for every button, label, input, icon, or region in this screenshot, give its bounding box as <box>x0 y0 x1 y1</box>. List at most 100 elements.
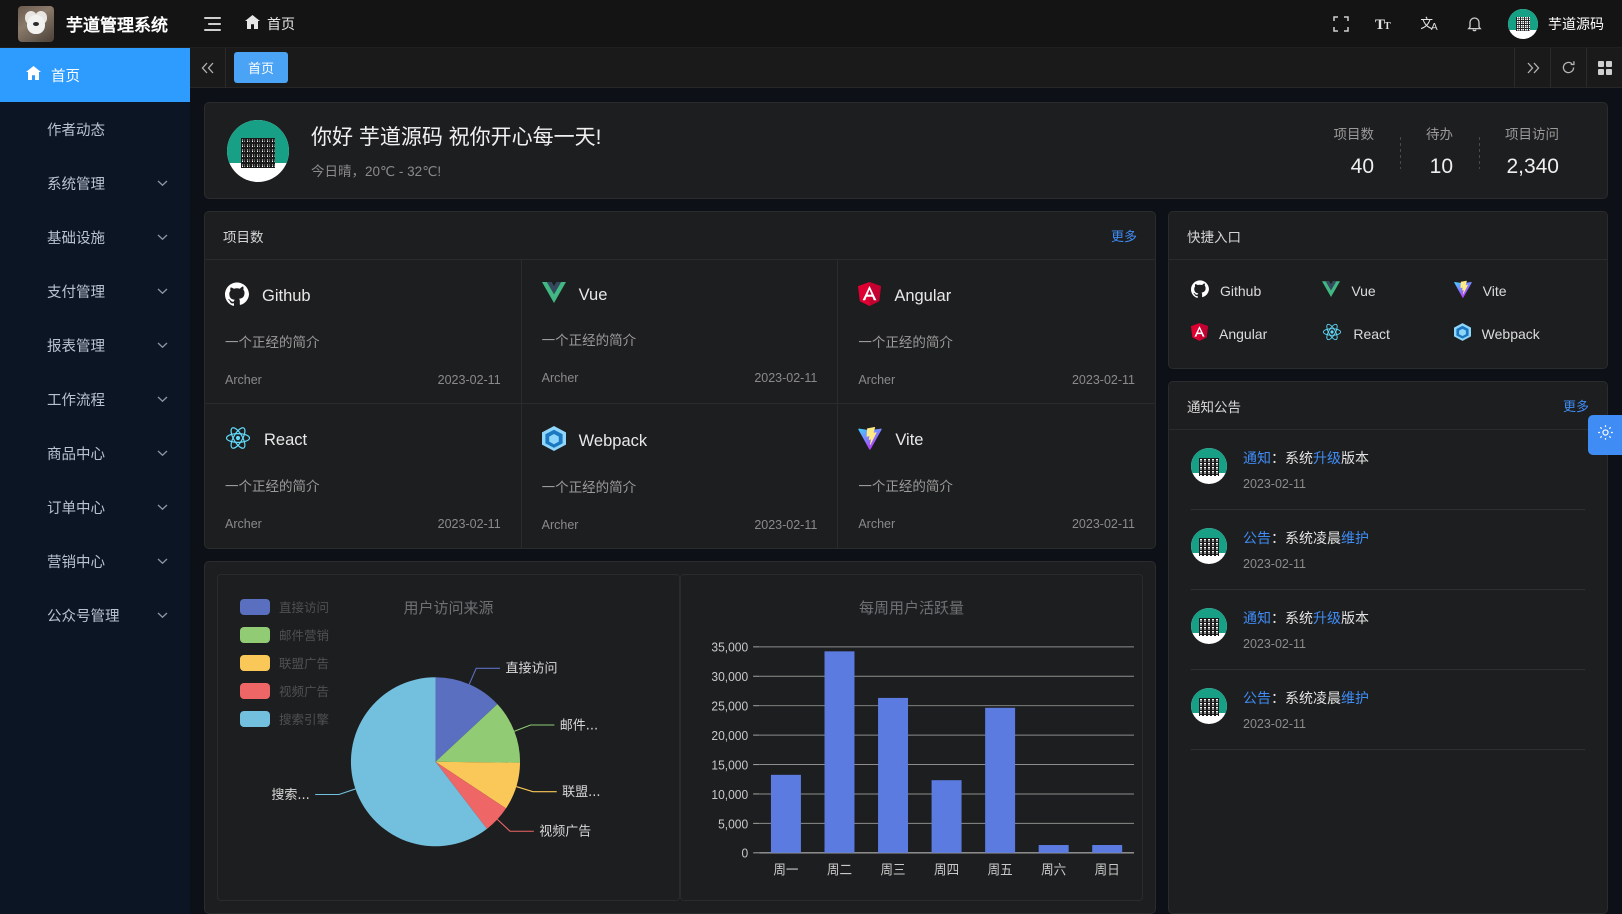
pie-slice[interactable] <box>435 761 521 809</box>
legend-swatch <box>240 598 270 615</box>
sidebar-item-label: 首页 <box>51 68 80 85</box>
quick-entry-vite[interactable]: Vite <box>1453 280 1585 301</box>
bar-chart-bar[interactable] <box>985 707 1016 853</box>
sidebar-item-author-news[interactable]: 作者动态 <box>0 102 190 156</box>
sidebar-item-payment-management[interactable]: 支付管理 <box>0 264 190 318</box>
notice-date: 2023-02-11 <box>1243 717 1307 731</box>
project-card-vite[interactable]: Vite 一个正经的简介 Archer 2023-02-11 <box>838 404 1155 548</box>
sidebar-item-infrastructure[interactable]: 基础设施 <box>0 210 190 264</box>
projects-card: 项目数 更多 Github <box>204 211 1156 549</box>
legend-item[interactable]: 直接访问 <box>240 597 329 616</box>
project-desc: 一个正经的简介 <box>541 480 637 495</box>
bar-chart-ytick-label: 20,000 <box>711 729 748 744</box>
quick-entry-react[interactable]: React <box>1322 323 1453 344</box>
sidebar-item-report-management[interactable]: 报表管理 <box>0 318 190 372</box>
sidebar-item-official-account[interactable]: 公众号管理 <box>0 588 190 642</box>
notice-suffix: 版本 <box>1341 450 1369 466</box>
brand[interactable]: 芋道管理系统 <box>0 5 190 42</box>
stat-value: 2,340 <box>1506 154 1559 178</box>
notice-item[interactable]: 公告：系统凌晨维护 2023-02-11 <box>1191 670 1585 750</box>
stat-value: 10 <box>1429 154 1453 178</box>
quick-entry-vue[interactable]: Vue <box>1322 280 1453 301</box>
pie-slice[interactable] <box>350 677 487 847</box>
notice-type: 通知 <box>1243 450 1271 466</box>
project-card-vue[interactable]: Vue 一个正经的简介 Archer 2023-02-11 <box>521 260 839 404</box>
chevron-down-icon <box>157 229 168 245</box>
project-author: Archer <box>541 371 579 385</box>
breadcrumb[interactable]: 首页 <box>245 14 295 34</box>
pie-slice[interactable] <box>435 677 498 762</box>
user-name: 芋道源码 <box>1548 15 1604 32</box>
bar-chart-bar[interactable] <box>770 774 801 853</box>
projects-more-link[interactable]: 更多 <box>1110 229 1137 244</box>
chevron-double-left-icon[interactable] <box>190 47 226 88</box>
bar-chart-bar[interactable] <box>878 697 909 853</box>
notice-item[interactable]: 通知：系统升级版本 2023-02-11 <box>1191 430 1585 510</box>
user-menu[interactable]: 芋道源码 <box>1508 8 1604 39</box>
notice-highlight: 升级 <box>1313 610 1341 626</box>
qrcode-avatar <box>1191 448 1227 484</box>
bar-chart-bar[interactable] <box>931 780 962 853</box>
refresh-icon[interactable] <box>1550 47 1586 88</box>
quick-entry-webpack[interactable]: Webpack <box>1453 323 1585 344</box>
quick-entry-angular[interactable]: Angular <box>1191 323 1322 344</box>
sidebar-item-product-center[interactable]: 商品中心 <box>0 426 190 480</box>
bar-chart-ytick-label: 30,000 <box>711 670 748 685</box>
project-date: 2023-02-11 <box>754 371 818 385</box>
bar-chart-bar[interactable] <box>1092 845 1123 853</box>
bar-chart-bar[interactable] <box>1038 845 1069 853</box>
notice-text: ：系统 <box>1271 610 1313 626</box>
legend-item[interactable]: 视频广告 <box>240 681 329 700</box>
welcome-greeting: 你好 芋道源码 祝你开心每一天! <box>311 126 602 149</box>
project-card-github[interactable]: Github 一个正经的简介 Archer 2023-02-11 <box>205 260 522 404</box>
react-icon <box>1322 323 1342 344</box>
pie-leader-line <box>468 667 501 685</box>
quick-entry-github[interactable]: Github <box>1191 280 1322 301</box>
chevron-down-icon <box>157 499 168 515</box>
bar-chart-bar[interactable] <box>824 651 855 853</box>
sidebar-item-system-management[interactable]: 系统管理 <box>0 156 190 210</box>
notice-suffix: 版本 <box>1341 610 1369 626</box>
project-card-react[interactable]: React 一个正经的简介 Archer 2023-02-11 <box>205 404 522 548</box>
notices-card: 通知公告 更多 通知：系统升级版本 <box>1168 381 1608 914</box>
settings-fab[interactable] <box>1588 415 1622 455</box>
fullscreen-icon[interactable] <box>1333 15 1349 32</box>
notices-more-link[interactable]: 更多 <box>1562 399 1589 414</box>
quick-entry-grid: Github Vue Vite <box>1169 260 1607 368</box>
quick-entry-label: Angular <box>1219 325 1268 342</box>
sidebar-item-workflow[interactable]: 工作流程 <box>0 372 190 426</box>
app-logo-icon <box>18 5 54 42</box>
legend-item[interactable]: 联盟广告 <box>240 653 329 672</box>
sidebar-item-marketing-center[interactable]: 营销中心 <box>0 534 190 588</box>
legend-item[interactable]: 邮件营销 <box>240 625 329 644</box>
notice-item[interactable]: 通知：系统升级版本 2023-02-11 <box>1191 590 1585 670</box>
bar-chart-xtick-label: 周四 <box>934 863 959 879</box>
sidebar-item-home[interactable]: 首页 <box>0 48 190 102</box>
hamburger-icon[interactable] <box>204 16 221 31</box>
project-card-webpack[interactable]: Webpack 一个正经的简介 Archer 2023-02-11 <box>522 404 839 548</box>
stat-label: 项目访问 <box>1505 126 1559 142</box>
tab-home[interactable]: 首页 <box>234 52 289 83</box>
legend-swatch <box>240 710 270 727</box>
grid-icon[interactable] <box>1586 47 1622 88</box>
sidebar-item-order-center[interactable]: 订单中心 <box>0 480 190 534</box>
svg-text:T: T <box>1375 17 1385 32</box>
project-desc: 一个正经的简介 <box>541 333 637 348</box>
pie-slice[interactable] <box>435 704 521 763</box>
bar-chart-xtick-label: 周一 <box>773 863 798 879</box>
sidebar-item-label: 订单中心 <box>47 500 105 517</box>
chevron-double-right-icon[interactable] <box>1514 47 1550 88</box>
notice-item[interactable]: 公告：系统凌晨维护 2023-02-11 <box>1191 510 1585 590</box>
welcome-weather: 今日晴，20℃ - 32℃! <box>311 164 442 179</box>
chevron-down-icon <box>157 553 168 569</box>
legend-item[interactable]: 搜索引擎 <box>240 709 329 728</box>
project-date: 2023-02-11 <box>437 517 501 531</box>
bar-chart-ytick-label: 0 <box>741 846 748 861</box>
bell-icon[interactable] <box>1467 16 1482 32</box>
project-card-angular[interactable]: Angular 一个正经的简介 Archer 2023-02-11 <box>838 260 1155 404</box>
pie-slice[interactable] <box>435 761 506 829</box>
stat-label: 待办 <box>1426 126 1453 142</box>
vite-icon <box>1453 280 1472 301</box>
